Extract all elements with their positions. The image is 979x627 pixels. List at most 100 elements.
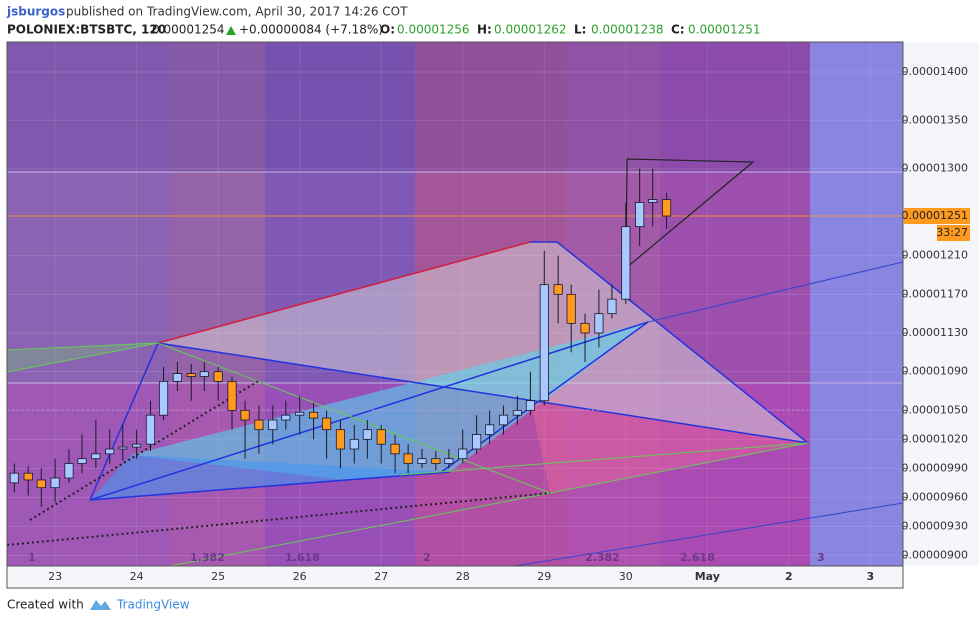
candle-body	[254, 419, 264, 431]
candle-body	[64, 463, 74, 479]
last-price: 0.00001254	[152, 23, 225, 37]
y-tick-label: 0.00000990	[902, 461, 968, 474]
candle-body	[349, 438, 359, 450]
pattern-fill	[131, 322, 648, 480]
candle-body	[145, 414, 156, 445]
x-tick-label: 28	[456, 570, 470, 583]
y-tick-label: 0.00001300	[902, 162, 968, 175]
candle-body	[23, 472, 33, 481]
candle-body	[118, 446, 128, 450]
green-line	[169, 492, 551, 567]
pattern-fill	[90, 455, 450, 500]
fib-label: 2.382	[585, 551, 620, 564]
fib-label: 1.618	[285, 551, 320, 564]
ohlc-value: 0.00001256	[397, 23, 470, 37]
y-tick-label: 0.00001020	[902, 432, 968, 445]
y-tick-label: 0.00001400	[902, 65, 968, 78]
pattern-fill	[530, 400, 808, 493]
zone	[660, 42, 810, 566]
countdown-label: 33:27	[936, 226, 968, 239]
fib-labels: 1 1.382 1.618 2 2.382 2.618 3	[28, 551, 825, 564]
y-tick-label: 0.00001090	[902, 365, 968, 378]
candle-body	[240, 409, 250, 421]
x-tick-label: 23	[48, 570, 62, 583]
candle-body	[403, 453, 413, 464]
dotted-line	[6, 492, 551, 546]
price-tag	[904, 208, 970, 225]
candle-body	[362, 429, 372, 440]
trend-line	[89, 321, 649, 501]
triangle	[625, 158, 755, 270]
candle-body	[498, 414, 509, 426]
candle-body	[512, 409, 522, 416]
candle-body	[50, 477, 60, 489]
y-tick-label: 0.00000960	[902, 490, 968, 503]
symbol: POLONIEX:BTSBTC, 120	[7, 23, 166, 37]
candle-body	[553, 284, 563, 295]
candle-body	[132, 443, 142, 448]
trend-line	[89, 342, 159, 501]
fib-label: 1.382	[190, 551, 225, 564]
fib-label: 2.618	[680, 551, 715, 564]
footer-created: Created with	[7, 598, 84, 612]
published: published on TradingView.com, April 30, …	[66, 5, 408, 19]
candle-body	[566, 293, 576, 324]
ohlc-value: 0.00001238	[591, 23, 664, 37]
candle-body	[580, 322, 590, 334]
green-line	[6, 342, 159, 351]
candle-body	[158, 380, 169, 416]
ohlc-value: 0.00001262	[494, 23, 567, 37]
zone	[810, 42, 903, 566]
candle-body	[213, 371, 223, 382]
fib-label: 1	[28, 551, 36, 564]
trend-line	[157, 342, 809, 444]
x-tick-label: 25	[211, 570, 225, 583]
y-tick-label: 0.00001210	[902, 249, 968, 262]
countdown-tag	[937, 225, 970, 242]
candle-body	[485, 424, 495, 435]
y-axis-panel	[903, 42, 979, 566]
ohlc-label: H:	[477, 23, 492, 37]
author[interactable]: jsburgos	[6, 5, 65, 19]
price-tag-label: 0.00001251	[902, 209, 968, 222]
candle-body	[594, 313, 604, 334]
x-tick-label: 3	[867, 570, 875, 583]
footer-brand[interactable]: TradingView	[116, 598, 190, 612]
zone-top	[7, 42, 810, 172]
candle-body	[335, 429, 346, 450]
ohlc-label: L:	[574, 23, 586, 37]
ohlc-group: O: 0.00001256 H: 0.00001262 L: 0.00001238 C: 0.…	[380, 23, 761, 37]
candle-body	[186, 373, 196, 377]
candle-body	[281, 414, 291, 421]
x-tick-label: 29	[537, 570, 551, 583]
x-tick-label: May	[695, 570, 720, 583]
candle-body	[390, 443, 400, 455]
candle-body	[525, 400, 535, 411]
y-tick-label: 0.00001350	[902, 113, 968, 126]
y-tick-label: 0.00000900	[902, 548, 968, 561]
candle-body	[295, 411, 305, 416]
candles-group	[9, 168, 672, 508]
ohlc-label: O:	[380, 23, 395, 37]
logo[interactable]	[90, 600, 111, 610]
candle-body	[431, 458, 441, 464]
candle-body	[105, 448, 115, 455]
x-tick-label: 30	[619, 570, 633, 583]
trend-line	[89, 471, 451, 501]
pattern-fill	[158, 242, 808, 443]
y-tick-label: 0.00000930	[902, 519, 968, 532]
candle-body	[662, 199, 672, 217]
up-arrow	[226, 26, 236, 35]
candle-body	[77, 458, 87, 464]
trend-line	[157, 241, 531, 344]
ohlc-label: C:	[671, 23, 685, 37]
drawings	[6, 158, 904, 567]
fib-label: 2	[423, 551, 431, 564]
green-line	[549, 442, 809, 494]
candle-body	[227, 380, 237, 411]
candle-body	[376, 429, 386, 445]
candle-body	[172, 373, 182, 382]
trend-line	[556, 241, 809, 444]
candle-body	[91, 453, 101, 460]
y-tick-label: 0.00001170	[902, 287, 968, 300]
